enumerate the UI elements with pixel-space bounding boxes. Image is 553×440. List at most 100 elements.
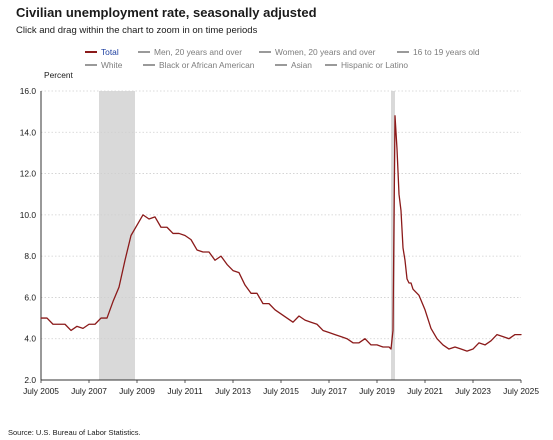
series-line-total [40,115,522,352]
x-tick-label: July 2007 [71,386,107,396]
data-point[interactable] [267,301,272,306]
data-point[interactable] [147,216,152,221]
data-point[interactable] [39,316,44,321]
data-point[interactable] [231,268,236,273]
data-point[interactable] [429,326,434,331]
data-point[interactable] [45,316,50,321]
data-point[interactable] [183,233,188,238]
data-point[interactable] [321,328,326,333]
data-point[interactable] [417,293,422,298]
data-point[interactable] [123,258,128,263]
data-point[interactable] [363,336,368,341]
data-point[interactable] [315,322,320,327]
legend-item-women-20-over[interactable]: Women, 20 years and over [259,46,375,58]
data-point[interactable] [201,250,206,255]
data-point[interactable] [495,332,500,337]
data-point[interactable] [255,291,260,296]
data-point[interactable] [117,285,122,290]
data-point[interactable] [357,340,362,345]
data-point[interactable] [411,287,416,292]
data-point[interactable] [237,270,242,275]
data-point[interactable] [51,322,56,327]
data-point[interactable] [177,231,182,236]
data-point[interactable] [483,342,488,347]
data-point[interactable] [501,334,506,339]
data-point[interactable] [477,340,482,345]
data-point[interactable] [435,336,440,341]
data-point[interactable] [395,146,400,151]
recession-bands [99,91,395,380]
data-point[interactable] [279,311,284,316]
data-point[interactable] [285,316,290,321]
data-point[interactable] [87,322,92,327]
legend-item-16-to-19[interactable]: 16 to 19 years old [397,46,480,58]
data-point[interactable] [129,233,134,238]
data-point[interactable] [249,291,254,296]
legend-item-black[interactable]: Black or African American [143,59,254,71]
data-point[interactable] [465,349,470,354]
data-point[interactable] [159,225,164,230]
data-point[interactable] [381,344,386,349]
data-point[interactable] [441,342,446,347]
legend-item-total[interactable]: Total [85,46,119,58]
data-point[interactable] [489,338,494,343]
data-point[interactable] [171,231,176,236]
legend-item-white[interactable]: White [85,59,122,71]
data-point[interactable] [141,212,146,217]
data-point[interactable] [153,214,158,219]
data-point[interactable] [195,247,200,252]
y-tick-label: 8.0 [24,251,36,261]
data-point[interactable] [519,332,524,337]
data-point[interactable] [471,347,476,352]
data-point[interactable] [389,347,394,352]
data-point[interactable] [391,328,396,333]
legend-item-men-20-over[interactable]: Men, 20 years and over [138,46,242,58]
data-point[interactable] [189,237,194,242]
data-point[interactable] [219,254,224,259]
data-point[interactable] [345,336,350,341]
data-point[interactable] [369,342,374,347]
data-point[interactable] [57,322,62,327]
data-point[interactable] [111,299,116,304]
data-point[interactable] [243,283,248,288]
data-point[interactable] [513,332,518,337]
data-point[interactable] [339,334,344,339]
data-point[interactable] [273,307,278,312]
data-point[interactable] [165,225,170,230]
data-point[interactable] [447,347,452,352]
data-point[interactable] [409,280,414,285]
data-point[interactable] [63,322,68,327]
data-point[interactable] [423,307,428,312]
data-point[interactable] [507,336,512,341]
data-point[interactable] [309,320,314,325]
data-point[interactable] [69,328,74,333]
data-point[interactable] [453,344,458,349]
legend-item-hispanic[interactable]: Hispanic or Latino [325,59,408,71]
data-point[interactable] [213,258,218,263]
data-point[interactable] [399,208,404,213]
data-point[interactable] [81,326,86,331]
data-point[interactable] [351,340,356,345]
data-point[interactable] [207,250,212,255]
data-point[interactable] [75,324,80,329]
data-point[interactable] [459,347,464,352]
data-point[interactable] [99,316,104,321]
data-point[interactable] [303,318,308,323]
data-point[interactable] [135,223,140,228]
data-point[interactable] [291,320,296,325]
data-point[interactable] [327,330,332,335]
unemployment-chart[interactable]: Percent 2.0 4.0 6.0 8.0 10.0 12.0 14.0 16.0 July… [0,0,553,420]
data-point[interactable] [225,262,230,267]
data-point[interactable] [333,332,338,337]
data-point[interactable] [93,322,98,327]
data-point[interactable] [105,316,110,321]
data-point[interactable] [261,301,266,306]
legend-item-asian[interactable]: Asian [275,59,312,71]
data-point[interactable] [403,258,408,263]
data-point[interactable] [393,113,398,118]
legend-swatch-16-to-19 [397,51,409,53]
data-point[interactable] [397,192,402,197]
data-point[interactable] [401,245,406,250]
data-point[interactable] [297,314,302,319]
data-point[interactable] [375,342,380,347]
